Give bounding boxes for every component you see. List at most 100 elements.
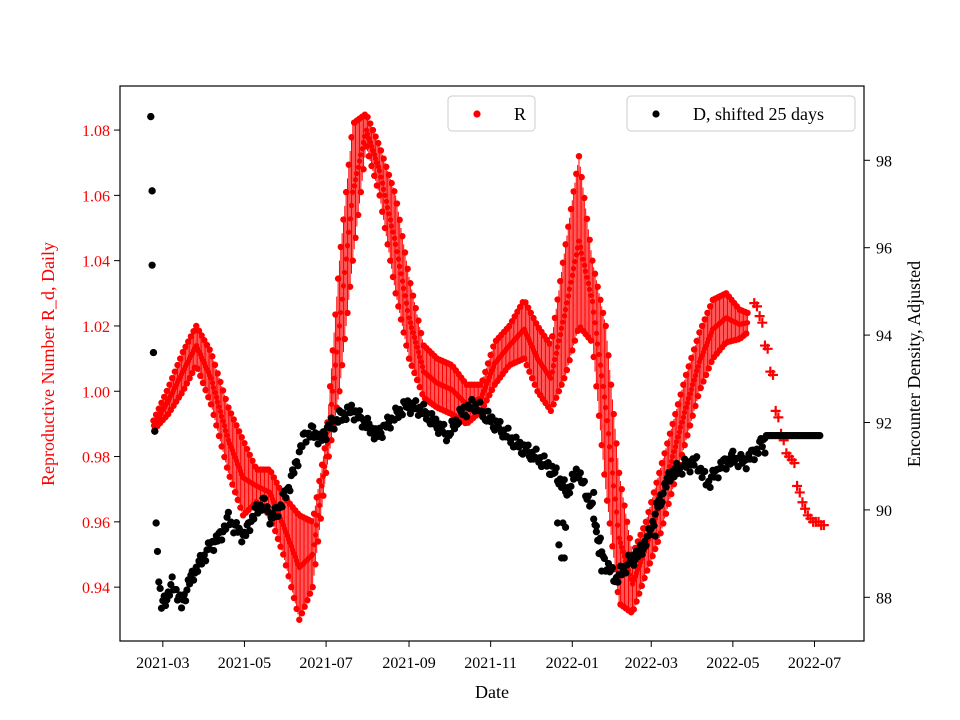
d-point (147, 112, 155, 121)
r-point (193, 322, 200, 330)
r-forecast-point (762, 343, 773, 354)
series-r-forecast (749, 298, 829, 531)
r-point (607, 381, 615, 388)
r-point (652, 545, 659, 553)
d-point (420, 400, 428, 408)
r-point (605, 352, 612, 359)
legend-d: D, shifted 25 days (626, 95, 856, 132)
r-point (638, 582, 646, 590)
r-point (621, 502, 628, 509)
d-point (290, 469, 298, 477)
d-point (153, 547, 162, 556)
r-point (338, 361, 346, 369)
d-point (378, 433, 386, 442)
r-point (744, 320, 751, 326)
r-point (594, 283, 601, 290)
r-point (219, 387, 227, 394)
r-point (547, 407, 555, 415)
r-point (569, 347, 576, 354)
d-point (642, 542, 650, 550)
d-point (454, 419, 463, 427)
r-point (686, 422, 694, 429)
d-point (701, 467, 709, 476)
d-point (218, 536, 226, 544)
r-forecast-point (768, 369, 779, 380)
x-axis-label: Date (475, 682, 509, 702)
r-point (486, 391, 493, 399)
d-point (630, 561, 638, 569)
r-point (178, 390, 185, 397)
r-point (412, 304, 419, 312)
r-point (668, 490, 675, 498)
r-forecast-point (797, 497, 808, 508)
r-point (702, 371, 710, 379)
d-point (560, 476, 568, 484)
legend-r-box (447, 95, 536, 132)
d-point (686, 468, 694, 476)
d-point (729, 447, 737, 455)
y-left-tick-label: 1.08 (82, 123, 110, 140)
r-point (488, 386, 496, 394)
d-point (496, 418, 504, 426)
y-axis-right-label: Encounter Density, Adjusted (904, 261, 924, 467)
r-point (649, 552, 656, 560)
y-axis-left-label: Reproductive Number R_d, Daily (38, 242, 58, 486)
d-point (592, 528, 600, 536)
r-point (692, 402, 699, 410)
r-point (372, 133, 379, 140)
r-point (189, 369, 196, 377)
r-point (553, 394, 560, 401)
legend-d-box (626, 95, 856, 132)
d-point (590, 488, 598, 497)
r-point (635, 590, 643, 597)
r-point (349, 257, 357, 264)
d-point (282, 494, 290, 502)
r-forecast-point (789, 458, 800, 469)
d-point (698, 473, 706, 482)
d-point (398, 411, 406, 419)
r-point (380, 155, 387, 162)
r-point (613, 440, 620, 447)
d-point (588, 499, 596, 507)
r-point (209, 353, 216, 360)
r-point (206, 346, 213, 353)
y-left-tick-label: 0.94 (82, 580, 110, 597)
r-point (367, 120, 374, 127)
r-point (591, 270, 599, 277)
d-point (161, 601, 170, 610)
r-point (346, 283, 354, 290)
d-point (156, 584, 164, 593)
r-point (575, 152, 583, 160)
d-point (608, 563, 617, 572)
r-point (230, 416, 237, 423)
r-point (581, 194, 588, 202)
d-point (555, 541, 563, 549)
r-point (344, 309, 351, 317)
d-point (151, 427, 159, 435)
d-point (266, 520, 274, 528)
d-point (302, 438, 310, 446)
r-point (623, 518, 631, 526)
r-point (522, 299, 529, 306)
r-forecast-point (751, 301, 762, 312)
r-point (662, 510, 670, 517)
x-tick-label: 2021-11 (464, 655, 517, 672)
r-point (298, 610, 306, 617)
d-point (155, 578, 163, 586)
d-point (440, 420, 448, 429)
d-point (553, 519, 562, 527)
r-point (417, 329, 425, 337)
r-point (626, 534, 634, 542)
d-point (294, 462, 302, 470)
r-point (222, 395, 229, 403)
r-point (401, 249, 409, 256)
r-point (561, 374, 568, 382)
d-point (722, 465, 730, 473)
y-axis-right: 88 90 92 94 96 98 (864, 153, 892, 607)
d-point (250, 515, 258, 523)
r-point (336, 388, 343, 395)
d-point (181, 597, 190, 605)
d-point (412, 397, 420, 405)
x-tick-label: 2021-07 (299, 655, 352, 672)
d-point (598, 567, 606, 575)
